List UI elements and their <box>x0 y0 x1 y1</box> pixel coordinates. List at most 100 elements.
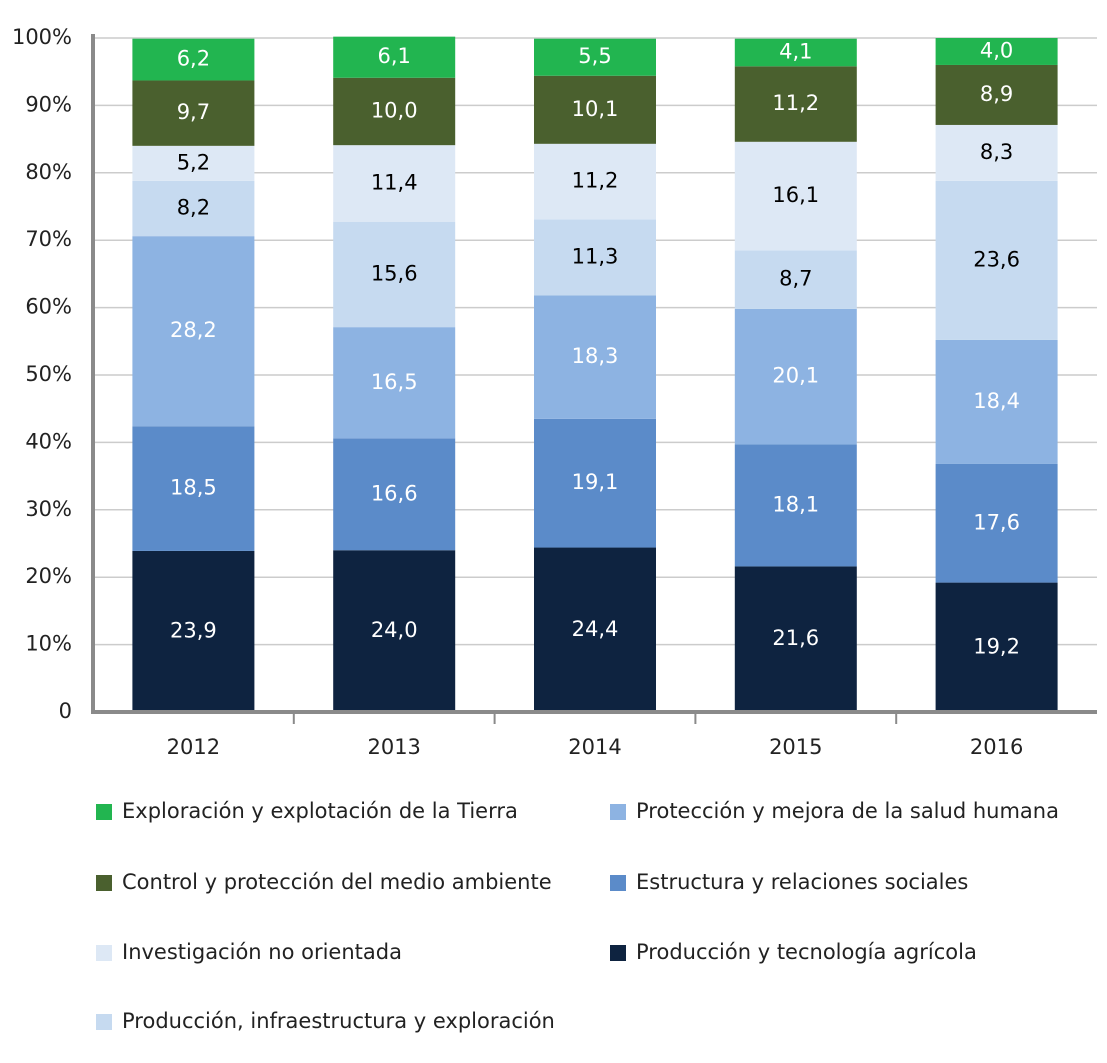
bar-segment <box>734 308 857 445</box>
bar-segment <box>333 77 456 146</box>
y-tick-label: 80% <box>25 160 72 184</box>
bar-segment <box>734 38 857 67</box>
y-tick-label: 70% <box>25 227 72 251</box>
bar-segment <box>132 236 255 427</box>
bar-segment <box>534 547 656 712</box>
bar-segment <box>935 339 1058 464</box>
bar-segment <box>132 145 255 181</box>
bar-segment <box>333 222 456 328</box>
x-tick-label: 2014 <box>568 735 621 759</box>
data-label: 16,6 <box>371 481 418 505</box>
data-label: 8,9 <box>980 82 1013 106</box>
bar-segment <box>935 180 1058 340</box>
legend-label: Protección y mejora de la salud humana <box>636 799 1059 823</box>
bar-segment <box>534 295 656 419</box>
data-label: 19,1 <box>572 470 619 494</box>
x-tick-label: 2016 <box>970 735 1023 759</box>
legend-label: Control y protección del medio ambiente <box>122 870 552 894</box>
legend-label: Producción y tecnología agrícola <box>636 940 977 964</box>
data-label: 8,2 <box>177 196 210 220</box>
data-label: 21,6 <box>772 626 819 650</box>
data-label: 28,2 <box>170 318 217 342</box>
legend-label: Estructura y relaciones sociales <box>636 870 968 894</box>
data-label: 4,1 <box>779 39 812 63</box>
data-label: 24,4 <box>572 617 619 641</box>
data-label: 17,6 <box>973 510 1020 534</box>
data-label: 6,2 <box>177 47 210 71</box>
legend-swatch <box>610 804 626 820</box>
data-label: 4,0 <box>980 38 1013 62</box>
y-tick-label: 40% <box>25 429 72 453</box>
data-label: 18,1 <box>772 492 819 516</box>
data-label: 16,5 <box>371 370 418 394</box>
y-tick-label: 90% <box>25 92 72 116</box>
bar-segment <box>935 64 1058 125</box>
data-label: 8,3 <box>980 140 1013 164</box>
bar-segment <box>534 38 656 76</box>
y-tick-label: 10% <box>25 632 72 656</box>
data-label: 9,7 <box>177 100 210 124</box>
legend-label: Exploración y explotación de la Tierra <box>122 799 518 823</box>
bar-segment <box>534 219 656 296</box>
x-tick-label: 2012 <box>167 735 220 759</box>
bar-segment <box>734 444 857 567</box>
y-tick-label: 50% <box>25 362 72 386</box>
bar-segment <box>132 550 255 712</box>
data-label: 11,4 <box>371 171 418 195</box>
y-tick-label: 60% <box>25 295 72 319</box>
data-label: 18,3 <box>572 344 619 368</box>
y-tick-label: 100% <box>12 25 72 49</box>
data-label: 23,6 <box>973 247 1020 271</box>
bar-segment <box>935 463 1058 583</box>
bar-segment <box>734 141 857 251</box>
legend-swatch <box>96 1014 112 1030</box>
data-label: 10,1 <box>572 97 619 121</box>
bar-segment <box>534 75 656 144</box>
data-label: 8,7 <box>779 267 812 291</box>
data-label: 20,1 <box>772 364 819 388</box>
bar-segment <box>333 327 456 439</box>
y-tick-label: 0 <box>59 699 72 723</box>
legend-label: Producción, infraestructura y exploració… <box>122 1009 555 1033</box>
legend-swatch <box>96 804 112 820</box>
bar-segment <box>534 143 656 220</box>
bar-segment <box>734 566 857 712</box>
bar-segment <box>333 36 456 78</box>
bar-segment <box>132 38 255 81</box>
legend-swatch <box>610 945 626 961</box>
data-label: 18,5 <box>170 476 217 500</box>
data-label: 11,2 <box>572 169 619 193</box>
legend-swatch <box>96 945 112 961</box>
y-tick-label: 20% <box>25 564 72 588</box>
data-label: 5,5 <box>578 44 611 68</box>
data-label: 15,6 <box>371 262 418 286</box>
data-label: 19,2 <box>973 634 1020 658</box>
data-label: 24,0 <box>371 618 418 642</box>
bar-segment <box>132 426 255 551</box>
bar-segment <box>333 438 456 551</box>
y-tick-label: 30% <box>25 497 72 521</box>
data-label: 16,1 <box>772 183 819 207</box>
x-tick-label: 2013 <box>367 735 420 759</box>
legend-label: Investigación no orientada <box>122 940 402 964</box>
bar-segment <box>935 124 1058 181</box>
bar-segment <box>734 66 857 142</box>
data-label: 23,9 <box>170 618 217 642</box>
legend-swatch <box>610 875 626 891</box>
bar-segment <box>534 418 656 548</box>
bar-segment <box>734 250 857 309</box>
bar-segment <box>935 38 1058 65</box>
bar-segment <box>333 550 456 712</box>
bar-segment <box>935 582 1058 712</box>
bar-segment <box>132 180 255 237</box>
data-label: 11,3 <box>572 244 619 268</box>
data-label: 5,2 <box>177 150 210 174</box>
bar-segment <box>333 145 456 223</box>
data-label: 11,2 <box>772 91 819 115</box>
legend-swatch <box>96 875 112 891</box>
data-label: 18,4 <box>973 389 1020 413</box>
data-label: 6,1 <box>377 44 410 68</box>
bar-segment <box>132 80 255 146</box>
data-label: 10,0 <box>371 98 418 122</box>
